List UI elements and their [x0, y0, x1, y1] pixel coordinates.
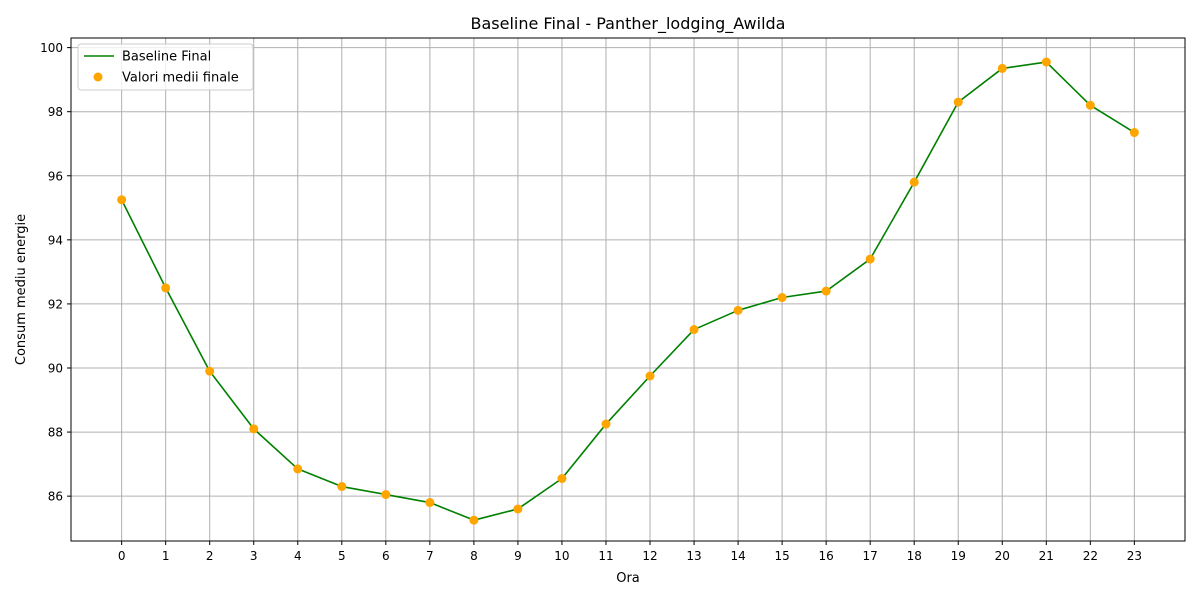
series-points-layer: [117, 57, 1139, 525]
data-point: [425, 498, 435, 508]
x-tick-label: 19: [951, 549, 966, 563]
data-point: [513, 504, 523, 514]
data-point: [1085, 100, 1095, 110]
grid: [71, 38, 1185, 541]
data-point: [909, 177, 919, 187]
x-tick-label: 6: [382, 549, 390, 563]
x-tick-label: 12: [642, 549, 657, 563]
data-point: [953, 97, 963, 107]
legend-label-points: Valori medii finale: [122, 71, 239, 86]
x-tick-label: 9: [514, 549, 522, 563]
data-point: [865, 254, 875, 264]
series-line-layer: [120, 61, 1135, 521]
data-point: [249, 424, 259, 434]
data-point: [117, 195, 127, 205]
x-axis-ticks: 0 1 2 3 4 5 6 7 8 9 10 11 12 13 14 15 16 17 18 19 20 21 22 23: [118, 541, 1142, 563]
data-point: [689, 325, 699, 335]
data-point: [1129, 128, 1139, 138]
x-tick-label: 13: [686, 549, 701, 563]
data-point: [557, 474, 567, 484]
data-point: [601, 419, 611, 429]
data-point: [645, 371, 655, 381]
x-tick-label: 0: [118, 549, 126, 563]
x-tick-label: 5: [338, 549, 346, 563]
data-point: [469, 515, 479, 525]
chart-title: Baseline Final - Panther_lodging_Awilda: [471, 14, 786, 34]
x-tick-label: 4: [294, 549, 302, 563]
x-tick-label: 1: [162, 549, 170, 563]
x-tick-label: 14: [730, 549, 745, 563]
y-axis-label: Consum mediu energie: [14, 214, 29, 365]
y-tick-label: 90: [48, 361, 63, 375]
legend-label-line: Baseline Final: [122, 50, 211, 65]
data-point: [337, 482, 347, 492]
x-tick-label: 16: [819, 549, 834, 563]
data-point: [161, 283, 171, 293]
plot-area-frame: [70, 37, 1186, 542]
legend-point-swatch: [93, 72, 103, 82]
x-tick-label: 8: [470, 549, 478, 563]
x-tick-label: 10: [554, 549, 569, 563]
x-axis-label: Ora: [616, 571, 640, 586]
x-tick-label: 15: [774, 549, 789, 563]
baseline-final-line: [120, 61, 1135, 521]
data-point: [821, 286, 831, 296]
x-tick-label: 3: [250, 549, 258, 563]
x-tick-label: 23: [1127, 549, 1142, 563]
data-point: [997, 63, 1007, 73]
data-point: [777, 293, 787, 303]
y-tick-label: 92: [48, 297, 63, 311]
y-tick-label: 98: [48, 105, 63, 119]
data-point: [205, 366, 215, 376]
x-tick-label: 2: [206, 549, 214, 563]
y-tick-label: 100: [40, 41, 63, 55]
legend-box: [77, 43, 254, 91]
x-tick-label: 7: [426, 549, 434, 563]
x-tick-label: 21: [1039, 549, 1054, 563]
x-tick-label: 20: [995, 549, 1010, 563]
y-axis-ticks: 86 88 90 92 94 96 98 100: [40, 41, 71, 504]
x-tick-label: 22: [1083, 549, 1098, 563]
x-tick-label: 11: [598, 549, 613, 563]
y-tick-label: 88: [48, 426, 63, 440]
y-tick-label: 96: [48, 169, 63, 183]
legend: Baseline Final Valori medii finale: [77, 43, 254, 91]
data-point: [733, 305, 743, 315]
data-point: [1041, 57, 1051, 67]
x-tick-label: 18: [907, 549, 922, 563]
x-tick-label: 17: [863, 549, 878, 563]
data-point: [293, 464, 303, 474]
y-tick-label: 94: [48, 233, 63, 247]
data-point: [381, 490, 391, 500]
y-tick-label: 86: [48, 490, 63, 504]
